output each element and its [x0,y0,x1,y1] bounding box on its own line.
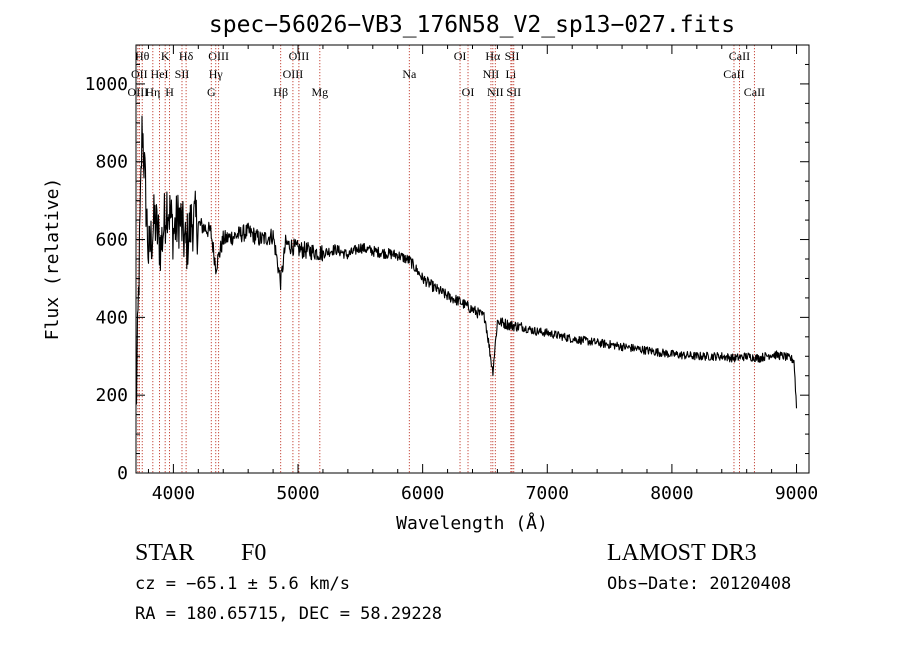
line-label-11: G [207,85,216,99]
line-label-22: Li [506,67,517,81]
y-tick-label-2: 400 [95,307,128,328]
line-label-20: SII [505,49,520,63]
line-label-13: OIII [283,67,304,81]
y-axis-label: Flux (relative) [42,178,63,341]
line-label-9: OIII [208,49,229,63]
line-label-7: H [165,85,174,99]
x-tick-label-2: 6000 [401,483,444,504]
line-label-0: Hθ [135,49,150,63]
y-tick-label-5: 1000 [85,74,128,95]
observation-date: Obs−Date: 20120408 [607,574,791,594]
x-axis-ticks: 4000 5000 6000 7000 8000 9000 [147,45,818,504]
line-label-21: NII [483,67,500,81]
flux-line [135,115,798,409]
plot-frame [135,44,810,474]
x-tick-label-0: 4000 [152,483,195,504]
line-label-18: OI [462,85,475,99]
line-label-15: Mg [311,85,328,99]
line-label-14: Hβ [273,85,288,99]
line-label-6: SII [175,67,190,81]
y-tick-label-1: 200 [95,385,128,406]
redshift-cz: cz = −65.1 ± 5.6 km/s [135,574,350,594]
line-label-12: OIII [289,49,310,63]
flux-series [135,115,798,409]
y-axis-ticks: 0 200 400 600 800 1000 [85,44,809,484]
line-label-4: HeI [151,67,169,81]
line-label-5: Hη [145,85,160,99]
object-subclass: F0 [241,540,266,566]
x-tick-label-1: 5000 [276,483,319,504]
line-label-24: SII [506,85,521,99]
x-tick-label-5: 9000 [775,483,818,504]
line-label-1: OII [131,67,148,81]
object-class: STAR [135,540,194,566]
line-label-2: OIII [128,85,149,99]
line-label-19: Hα [485,49,501,63]
line-label-16: Na [402,67,417,81]
line-label-23: NII [487,85,504,99]
survey-name: LAMOST DR3 [607,540,757,566]
line-label-17: OI [454,49,467,63]
x-axis-label: Wavelength (Å) [396,512,548,534]
line-label-10: Hγ [209,67,224,81]
y-tick-label-0: 0 [117,463,128,484]
line-label-27: CaII [744,85,765,99]
chart-title: spec−56026−VB3_176N58_V2_sp13−027.fits [209,12,735,38]
y-tick-label-4: 800 [95,152,128,173]
x-tick-label-4: 8000 [650,483,693,504]
line-label-8: Hδ [179,49,194,63]
line-label-26: CaII [723,67,744,81]
y-tick-label-3: 600 [95,230,128,251]
line-label-25: CaII [729,49,750,63]
ra-dec: RA = 180.65715, DEC = 58.29228 [135,604,442,624]
line-label-3: K [161,49,170,63]
x-tick-label-3: 7000 [526,483,569,504]
